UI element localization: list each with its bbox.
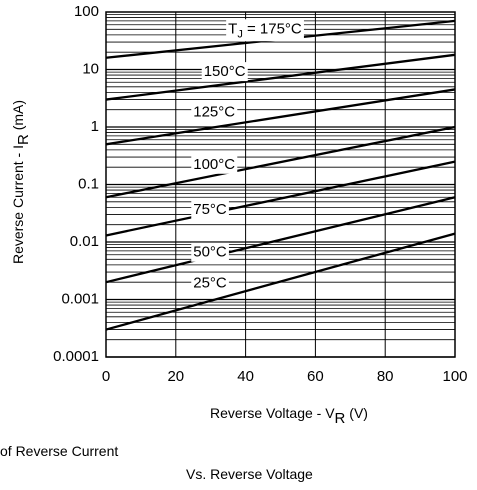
series-label-bg [191, 199, 229, 219]
y-tick-label: 0.0001 [53, 348, 99, 365]
series-label-1: 150°C [201, 62, 248, 82]
x-tick-label: 100 [442, 368, 467, 385]
tick-labels: 0 20 40 60 80 100 0.0001 0.001 0.01 0.1 1 10 100 [53, 3, 467, 385]
x-tick-label: 80 [377, 368, 394, 385]
caption-line-2: Vs. Reverse Voltage [186, 466, 313, 482]
series-label-bg [191, 242, 229, 262]
series-line-1 [105, 53, 456, 101]
series-line-6 [105, 232, 456, 331]
series-label-text: 75°C [193, 201, 227, 218]
series-label-bg [226, 19, 304, 42]
y-tick-label: 100 [74, 3, 99, 20]
series-lines [105, 19, 456, 331]
series-labels: TJ = 175°C 150°C 125°C 100°C 75°C 50°C 25°C [191, 19, 304, 293]
caption-line-1: of Reverse Current [0, 443, 119, 459]
series-label-text: 100°C [193, 156, 235, 173]
series-label-0: TJ = 175°C [226, 19, 304, 42]
series-label-text: 25°C [193, 274, 227, 291]
x-axis-label: Reverse Voltage - VR (V) [210, 405, 368, 427]
grid-lines [105, 12, 456, 358]
series-label-text: 150°C [204, 63, 246, 80]
series-label-text: 125°C [193, 103, 235, 120]
series-label-text: TJ = 175°C [228, 20, 302, 40]
y-tick-label: 10 [82, 60, 99, 77]
series-label-3: 100°C [191, 154, 238, 174]
x-tick-label: 20 [167, 368, 184, 385]
plot-frame [105, 11, 456, 358]
y-tick-label: 0.01 [70, 233, 99, 250]
series-label-bg [191, 154, 238, 174]
y-axis-label: Reverse Current - IR (mA) [10, 100, 32, 264]
series-label-text: 50°C [193, 244, 227, 261]
x-tick-label: 0 [102, 368, 110, 385]
series-label-bg [191, 273, 229, 293]
x-tick-label: 60 [307, 368, 324, 385]
series-label-2: 125°C [191, 102, 238, 122]
series-label-5: 50°C [191, 242, 229, 262]
series-label-4: 75°C [191, 199, 229, 219]
series-line-3 [105, 125, 456, 199]
series-line-5 [105, 196, 456, 284]
y-tick-label: 0.001 [61, 290, 99, 307]
series-label-6: 25°C [191, 273, 229, 293]
series-label-bg [201, 62, 248, 82]
series-line-4 [105, 160, 456, 237]
y-tick-label: 1 [91, 118, 99, 135]
x-tick-label: 40 [237, 368, 254, 385]
y-tick-label: 0.1 [78, 175, 99, 192]
series-line-2 [105, 88, 456, 146]
series-label-bg [191, 102, 238, 122]
